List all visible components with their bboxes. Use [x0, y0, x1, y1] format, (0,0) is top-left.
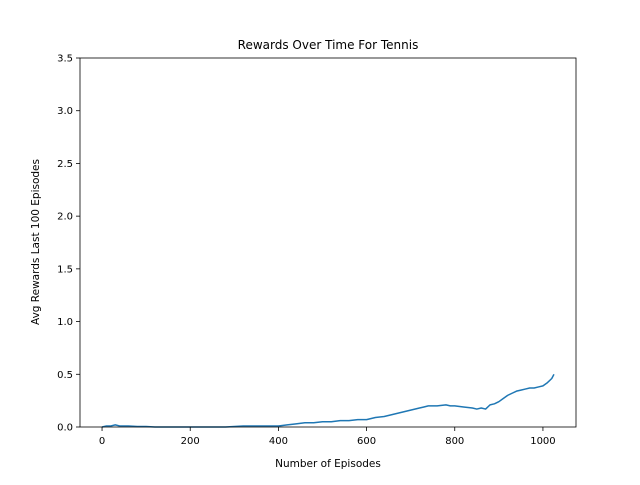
x-tick-label: 0 — [99, 436, 105, 447]
y-axis-ticks: 0.0 0.5 1.0 1.5 2.0 2.5 3.0 3.5 — [57, 54, 80, 434]
y-tick-label: 0.0 — [57, 423, 73, 434]
x-tick-label: 200 — [181, 436, 200, 447]
y-tick-label: 3.0 — [57, 106, 73, 117]
x-tick-label: 600 — [357, 436, 376, 447]
x-tick-label: 800 — [445, 436, 464, 447]
y-tick-label: 2.5 — [57, 159, 73, 170]
x-axis-ticks: 0 200 400 600 800 1000 — [99, 427, 556, 447]
x-tick-label: 400 — [269, 436, 288, 447]
plot-frame — [79, 57, 577, 428]
y-tick-label: 2.0 — [57, 212, 73, 223]
y-tick-label: 1.0 — [57, 317, 73, 328]
x-axis-label: Number of Episodes — [275, 458, 381, 470]
y-tick-label: 1.5 — [57, 264, 73, 275]
x-tick-label: 1000 — [530, 436, 555, 447]
chart-title: Rewards Over Time For Tennis — [238, 38, 419, 52]
y-tick-label: 3.5 — [57, 54, 73, 65]
y-axis-label: Avg Rewards Last 100 Episodes — [30, 159, 42, 325]
y-tick-label: 0.5 — [57, 370, 73, 381]
